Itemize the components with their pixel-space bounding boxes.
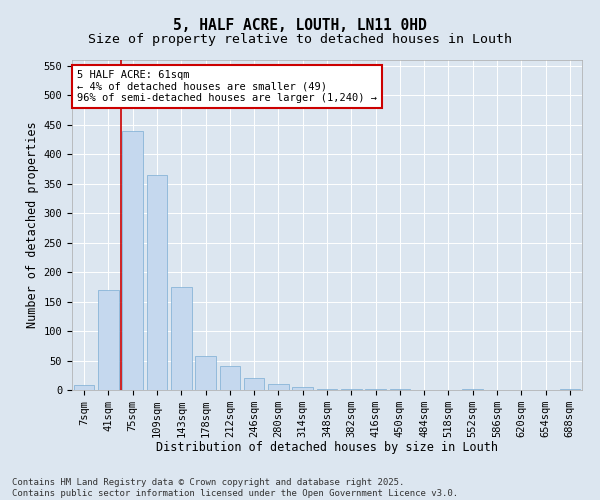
Text: Contains HM Land Registry data © Crown copyright and database right 2025.
Contai: Contains HM Land Registry data © Crown c… [12,478,458,498]
Text: 5 HALF ACRE: 61sqm
← 4% of detached houses are smaller (49)
96% of semi-detached: 5 HALF ACRE: 61sqm ← 4% of detached hous… [77,70,377,103]
Bar [341,389,362,390]
Bar [268,384,289,390]
Bar [220,366,240,390]
Bar [146,175,167,390]
Bar [244,378,265,390]
Text: Size of property relative to detached houses in Louth: Size of property relative to detached ho… [88,32,512,46]
Bar [292,387,313,390]
Y-axis label: Number of detached properties: Number of detached properties [26,122,40,328]
Bar [171,287,191,390]
Bar [317,389,337,390]
Bar [98,290,119,390]
Bar [195,356,216,390]
X-axis label: Distribution of detached houses by size in Louth: Distribution of detached houses by size … [156,442,498,454]
Bar [122,130,143,390]
Bar [74,386,94,390]
Text: 5, HALF ACRE, LOUTH, LN11 0HD: 5, HALF ACRE, LOUTH, LN11 0HD [173,18,427,32]
